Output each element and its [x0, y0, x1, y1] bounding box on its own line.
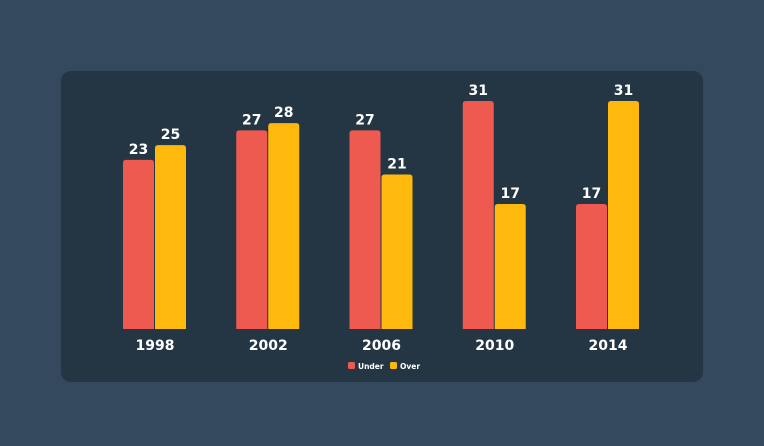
legend: Under Over — [348, 362, 420, 371]
data-label-under-1998: 23 — [129, 142, 148, 158]
data-label-under-2002: 27 — [242, 112, 261, 128]
legend-label-under: Under — [358, 362, 384, 371]
bar-over-2006 — [381, 174, 413, 329]
bar-over-2014 — [608, 101, 639, 329]
bar-over-2010 — [494, 203, 526, 329]
x-tick-1998: 1998 — [136, 338, 175, 354]
data-label-over-2010: 17 — [501, 186, 520, 202]
x-axis-ticks: 1998 2002 2006 2010 2014 — [136, 338, 628, 354]
bar-under-2006 — [349, 130, 381, 329]
data-label-over-2002: 28 — [274, 105, 293, 121]
bar-under-2014 — [576, 203, 607, 329]
bar-under-2002 — [236, 130, 268, 329]
legend-swatch-over — [390, 362, 397, 369]
legend-label-over: Over — [400, 362, 420, 371]
x-tick-2014: 2014 — [589, 338, 628, 354]
x-tick-2010: 2010 — [475, 338, 514, 354]
data-label-under-2014: 17 — [582, 186, 601, 202]
data-label-over-2006: 21 — [387, 157, 406, 173]
data-labels-layer: 23 25 27 28 27 21 31 17 17 31 — [129, 83, 633, 202]
data-label-under-2010: 31 — [469, 83, 488, 99]
data-label-under-2006: 27 — [355, 112, 374, 128]
x-tick-2006: 2006 — [362, 338, 401, 354]
bar-over-1998 — [155, 145, 186, 329]
bar-over-2002 — [268, 123, 300, 329]
data-label-over-2014: 31 — [614, 83, 633, 99]
x-tick-2002: 2002 — [249, 338, 288, 354]
bar-under-2010 — [462, 101, 494, 329]
data-label-over-1998: 25 — [161, 127, 180, 143]
legend-swatch-under — [348, 362, 355, 369]
bar-under-1998 — [123, 159, 154, 329]
bars-layer — [123, 101, 639, 329]
